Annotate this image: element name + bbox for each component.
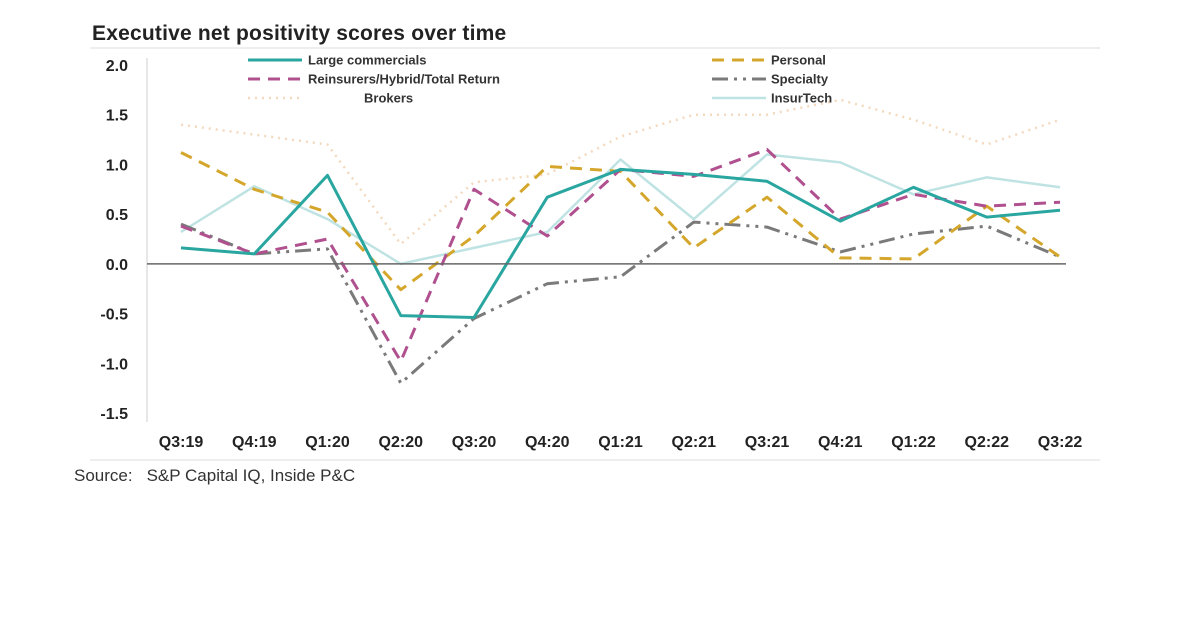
series-line-brokers [180,98,1061,246]
legend-label: Large commercials [308,53,427,68]
x-tick-label: Q3:21 [745,434,790,451]
source-text: S&P Capital IQ, Inside P&C [146,466,356,485]
series-line-large-commercials [180,167,1061,319]
legend-label: Reinsurers/Hybrid/Total Return [308,72,500,87]
legend-label: Personal [771,53,826,68]
x-tick-label: Q1:22 [891,434,936,451]
legend-label: Specialty [771,72,829,87]
y-tick-label: 2.0 [106,58,128,75]
chart-title: Executive net positivity scores over tim… [92,22,507,45]
x-tick-label: Q3:20 [452,434,497,451]
series-line-specialty [180,220,1061,385]
y-tick-label: -1.5 [100,406,128,423]
x-tick-label: Q3:22 [1038,434,1083,451]
x-tick-label: Q2:21 [672,434,717,451]
x-tick-label: Q4:19 [232,434,277,451]
y-tick-label: 0.0 [106,257,128,274]
series-line-reinsurers-hybrid-total-return [180,148,1061,363]
source-label: Source: [74,466,133,485]
x-tick-label: Q4:21 [818,434,863,451]
x-tick-label: Q2:20 [379,434,424,451]
legend-label: InsurTech [771,91,832,106]
y-axis-ticks: 2.0 1.5 1.0 0.5 0.0 -0.5 -1.0 -1.5 [100,58,128,423]
y-tick-label: 0.5 [106,207,128,224]
legend-label: Brokers [364,91,413,106]
series-lines [180,98,1061,385]
x-tick-label: Q4:20 [525,434,570,451]
x-tick-label: Q3:19 [159,434,204,451]
x-axis-ticks: Q3:19 Q4:19 Q1:20 Q2:20 Q3:20 Q4:20 Q1:21 Q2:21… [159,434,1083,451]
y-tick-label: -1.0 [100,356,128,373]
y-tick-label: -0.5 [100,307,128,324]
x-tick-label: Q1:21 [598,434,643,451]
x-tick-label: Q2:22 [965,434,1010,451]
series-line-personal [180,151,1061,292]
source-note: Source: S&P Capital IQ, Inside P&C [74,466,355,486]
y-tick-label: 1.5 [106,108,128,125]
y-tick-label: 1.0 [106,157,128,174]
x-tick-label: Q1:20 [305,434,350,451]
series-line-insurtech [180,153,1061,266]
legend: Large commercials Personal Reinsurers/Hybr… [248,53,832,106]
